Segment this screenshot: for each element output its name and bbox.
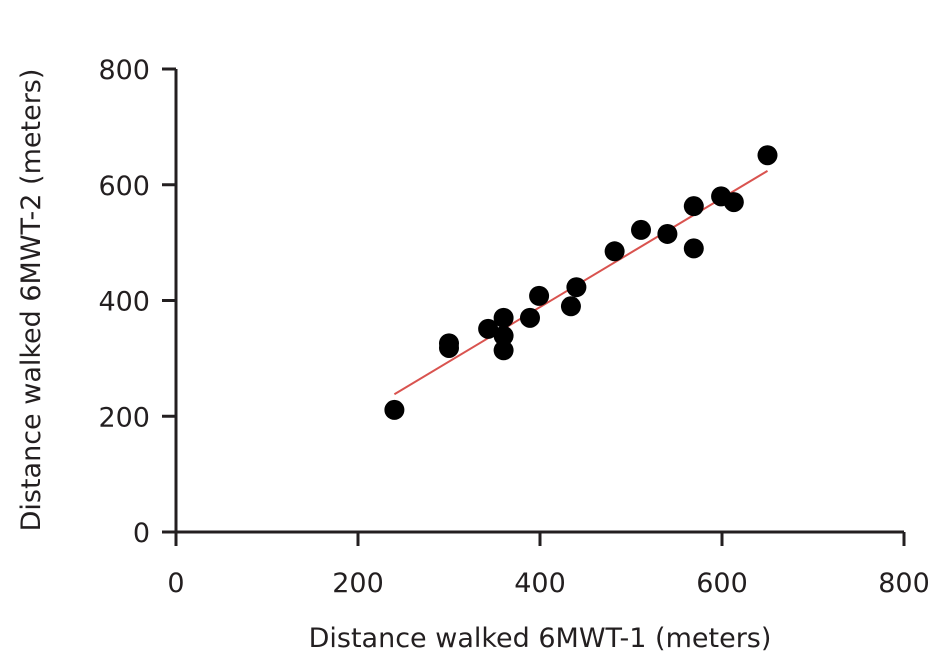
data-point: [683, 238, 704, 259]
data-point: [493, 325, 514, 346]
data-point: [683, 196, 704, 217]
data-point: [493, 340, 514, 361]
x-axis-label: Distance walked 6MWT-1 (meters): [309, 623, 772, 654]
data-point: [657, 223, 678, 244]
data-point: [560, 296, 581, 317]
data-point: [384, 399, 405, 420]
y-tick-label: 200: [98, 402, 150, 433]
x-tick-label: 0: [167, 568, 184, 599]
data-point: [529, 285, 550, 306]
y-axis-label: Distance walked 6MWT-2 (meters): [16, 69, 47, 532]
data-point: [439, 337, 459, 358]
y-tick-label: 600: [98, 171, 150, 202]
x-tick-label: 200: [332, 568, 384, 599]
x-tick-label: 800: [878, 568, 930, 599]
data-point: [478, 318, 499, 339]
x-tick-label: 400: [514, 568, 566, 599]
data-point: [631, 219, 652, 240]
data-point: [493, 307, 514, 328]
data-point: [566, 277, 587, 298]
data-point: [723, 192, 744, 213]
y-tick-label: 400: [98, 287, 150, 318]
data-point: [519, 307, 540, 328]
y-tick-label: 800: [98, 55, 150, 86]
data-point: [604, 241, 625, 262]
data-point: [757, 145, 778, 166]
x-tick-label: 600: [696, 568, 748, 599]
y-tick-label: 0: [133, 518, 150, 549]
